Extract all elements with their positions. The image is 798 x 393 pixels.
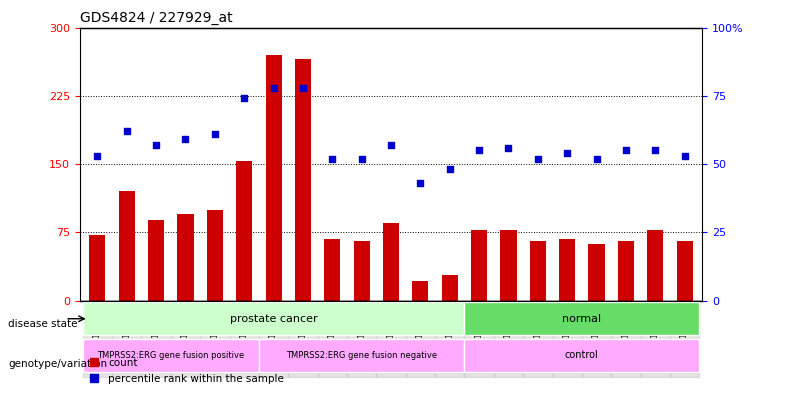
Text: normal: normal — [563, 314, 602, 324]
Text: prostate cancer: prostate cancer — [230, 314, 318, 324]
Bar — [112, 301, 141, 377]
Text: GSM1348951: GSM1348951 — [622, 303, 630, 354]
Bar — [119, 191, 135, 301]
Bar — [523, 301, 552, 377]
Point — [414, 180, 427, 186]
FancyBboxPatch shape — [464, 302, 699, 335]
Bar — [236, 161, 252, 301]
Point — [355, 155, 368, 162]
Bar — [464, 301, 494, 377]
Bar — [318, 301, 347, 377]
FancyBboxPatch shape — [259, 339, 464, 371]
Bar — [670, 301, 699, 377]
Text: GSM1348953: GSM1348953 — [680, 303, 689, 354]
Text: GSM1348937: GSM1348937 — [386, 303, 396, 354]
FancyBboxPatch shape — [83, 302, 464, 335]
Text: GSM1348947: GSM1348947 — [504, 303, 513, 354]
Bar — [266, 55, 282, 301]
Bar — [530, 241, 546, 301]
Bar — [677, 241, 693, 301]
Bar — [500, 230, 516, 301]
Text: GSM1348936: GSM1348936 — [358, 303, 366, 354]
Point — [267, 84, 280, 91]
Text: GSM1348941: GSM1348941 — [122, 303, 132, 354]
Point — [678, 153, 691, 159]
Bar — [83, 301, 112, 377]
Point — [444, 166, 456, 173]
Point — [561, 150, 574, 156]
Point — [150, 142, 163, 148]
Bar — [200, 301, 230, 377]
Point — [238, 95, 251, 102]
Bar — [230, 301, 259, 377]
Bar — [494, 301, 523, 377]
Bar — [207, 209, 223, 301]
Text: GSM1348940: GSM1348940 — [93, 303, 102, 354]
Bar — [324, 239, 341, 301]
Point — [385, 142, 397, 148]
Bar — [405, 301, 435, 377]
Text: TMPRSS2:ERG gene fusion negative: TMPRSS2:ERG gene fusion negative — [286, 351, 437, 360]
FancyBboxPatch shape — [83, 339, 259, 371]
Bar — [377, 301, 405, 377]
Text: TMPRSS2:ERG gene fusion positive: TMPRSS2:ERG gene fusion positive — [97, 351, 244, 360]
Bar — [552, 301, 582, 377]
Bar — [471, 230, 487, 301]
Bar — [413, 281, 429, 301]
Bar — [582, 301, 611, 377]
Point — [649, 147, 662, 154]
Text: genotype/variation: genotype/variation — [8, 358, 107, 369]
Text: control: control — [565, 350, 598, 360]
Bar — [288, 301, 318, 377]
Point — [326, 155, 338, 162]
Bar — [177, 214, 194, 301]
Bar — [641, 301, 670, 377]
Bar — [647, 230, 663, 301]
Text: GSM1348950: GSM1348950 — [592, 303, 601, 354]
Text: GSM1348938: GSM1348938 — [416, 303, 425, 354]
Bar — [611, 301, 641, 377]
Bar — [354, 241, 369, 301]
Bar — [588, 244, 605, 301]
Point — [591, 155, 603, 162]
Point — [91, 153, 104, 159]
Bar — [347, 301, 377, 377]
Text: GSM1348948: GSM1348948 — [533, 303, 543, 354]
Bar — [295, 59, 311, 301]
Text: GSM1348935: GSM1348935 — [328, 303, 337, 354]
Text: disease state: disease state — [8, 319, 77, 329]
Text: GSM1348952: GSM1348952 — [650, 303, 660, 354]
Text: GSM1348934: GSM1348934 — [298, 303, 307, 354]
Bar — [383, 223, 399, 301]
Point — [120, 128, 133, 134]
FancyBboxPatch shape — [464, 339, 699, 371]
Bar — [441, 275, 458, 301]
Text: GSM1348942: GSM1348942 — [152, 303, 160, 354]
Point — [179, 136, 192, 143]
Legend: count, percentile rank within the sample: count, percentile rank within the sample — [85, 354, 288, 388]
Point — [208, 131, 221, 137]
Point — [531, 155, 544, 162]
Text: GSM1348944: GSM1348944 — [211, 303, 219, 354]
Text: GDS4824 / 227929_at: GDS4824 / 227929_at — [80, 11, 232, 25]
Point — [619, 147, 632, 154]
Text: GSM1348939: GSM1348939 — [445, 303, 454, 354]
Text: GSM1348946: GSM1348946 — [475, 303, 484, 354]
Point — [297, 84, 310, 91]
Text: GSM1348943: GSM1348943 — [181, 303, 190, 354]
Text: GSM1348945: GSM1348945 — [239, 303, 249, 354]
Bar — [259, 301, 288, 377]
Text: GSM1348949: GSM1348949 — [563, 303, 571, 354]
Bar — [148, 220, 164, 301]
Text: GSM1348933: GSM1348933 — [269, 303, 278, 354]
Bar — [171, 301, 200, 377]
Bar — [559, 239, 575, 301]
Bar — [141, 301, 171, 377]
Point — [502, 145, 515, 151]
Bar — [435, 301, 464, 377]
Bar — [618, 241, 634, 301]
Point — [472, 147, 485, 154]
Bar — [89, 235, 105, 301]
